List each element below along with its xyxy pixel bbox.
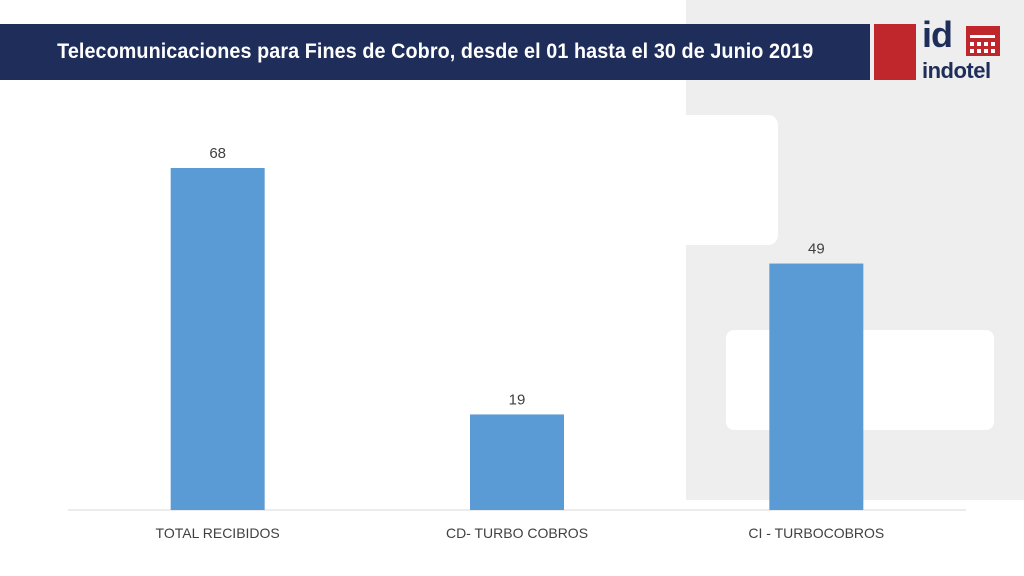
data-label-2: 49 bbox=[808, 241, 825, 258]
bar-0 bbox=[170, 168, 265, 510]
bar-1 bbox=[470, 414, 564, 510]
data-label-0: 68 bbox=[209, 145, 226, 162]
logo-red-block bbox=[874, 24, 916, 80]
category-label-1: CD- TURBO COBROS bbox=[446, 525, 588, 541]
indotel-logo: id indotel bbox=[874, 14, 1004, 83]
background-watermark-cutout-3 bbox=[686, 500, 1024, 576]
logo-grid-icon bbox=[966, 26, 1000, 56]
bar-2 bbox=[769, 263, 864, 510]
logo-mark: id bbox=[922, 14, 953, 55]
logo-name: indotel bbox=[922, 58, 991, 83]
data-label-1: 19 bbox=[509, 391, 526, 408]
category-label-0: TOTAL RECIBIDOS bbox=[156, 525, 280, 541]
page-title: Telecomunicaciones para Fines de Cobro, … bbox=[56, 40, 814, 63]
category-label-2: CI - TURBOCOBROS bbox=[748, 525, 884, 541]
title-bar: Telecomunicaciones para Fines de Cobro, … bbox=[0, 24, 870, 80]
background-watermark-cutout bbox=[686, 115, 778, 245]
